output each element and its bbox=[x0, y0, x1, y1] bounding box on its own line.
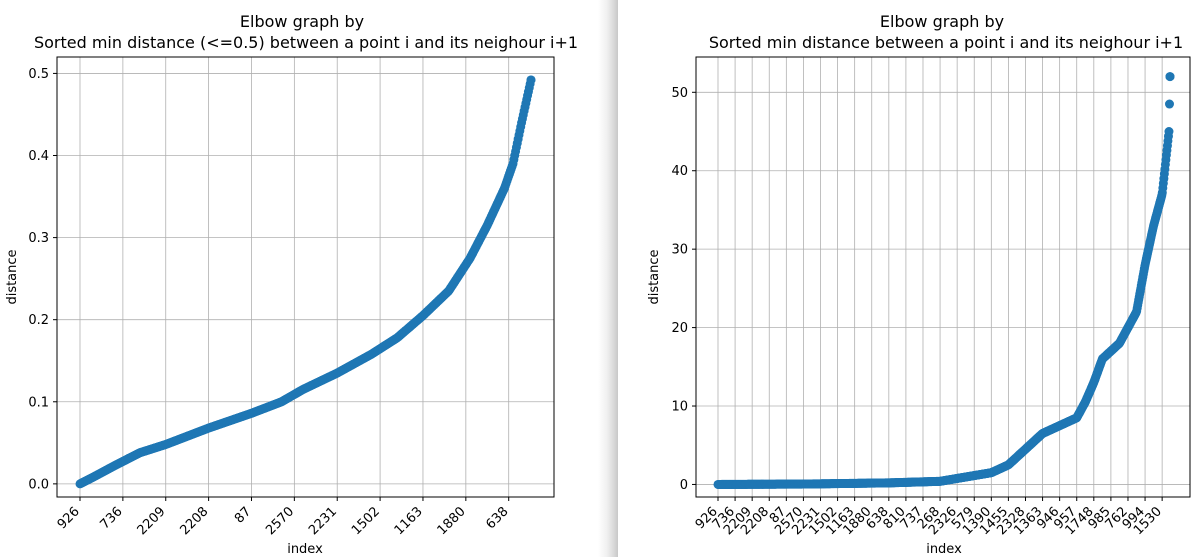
chart-right: 0 10 20 30 40 50 9267362209220887257022311502… bbox=[647, 12, 1191, 557]
x-axis-ticks: 9267362209220887257022311502116318806388… bbox=[693, 497, 1165, 538]
x-tick-label: 926 bbox=[55, 504, 83, 532]
panel-divider bbox=[598, 0, 618, 557]
y-tick-label: 0.0 bbox=[28, 477, 49, 492]
y-tick-label: 30 bbox=[671, 243, 688, 258]
plot-area bbox=[696, 57, 1190, 497]
x-tick-label: 736 bbox=[98, 504, 126, 532]
y-tick-label: 20 bbox=[671, 321, 688, 336]
chart-title-line-2: Sorted min distance between a point i an… bbox=[709, 33, 1183, 52]
y-tick-label: 0.4 bbox=[28, 149, 49, 164]
axes-frame bbox=[56, 56, 555, 498]
y-tick-label: 40 bbox=[671, 164, 688, 179]
x-tick-label: 1163 bbox=[392, 504, 426, 538]
x-tick-label: 1502 bbox=[349, 504, 383, 538]
x-axis-ticks: 926 736 2209 2208 87 2570 2231 1502 1163 1880 638 bbox=[55, 497, 512, 538]
x-tick-label: 638 bbox=[483, 504, 511, 532]
x-tick-label: 1880 bbox=[435, 504, 469, 538]
y-tick-label: 0.5 bbox=[28, 67, 49, 82]
chart-title-line-1: Elbow graph by bbox=[240, 12, 364, 31]
x-tick-label: 2570 bbox=[263, 504, 297, 538]
data-series bbox=[75, 75, 536, 489]
x-tick-label: 2231 bbox=[306, 504, 340, 538]
y-tick-label: 0.2 bbox=[28, 313, 49, 328]
y-tick-label: 10 bbox=[671, 400, 688, 415]
x-tick-label: 2208 bbox=[177, 504, 211, 538]
y-axis-ticks: 0 10 20 30 40 50 bbox=[671, 86, 696, 493]
chart-left: 0.0 0.1 0.2 0.3 0.4 0.5 926 736 2209 2208 87 2570 2… bbox=[5, 12, 578, 557]
y-tick-label: 0 bbox=[680, 478, 688, 493]
x-tick-label: 2209 bbox=[135, 504, 169, 538]
chart-title-line-1: Elbow graph by bbox=[880, 12, 1004, 31]
y-tick-label: 50 bbox=[671, 86, 688, 101]
y-tick-label: 0.3 bbox=[28, 231, 49, 246]
x-tick-label: 87 bbox=[232, 504, 254, 526]
y-axis-label: distance bbox=[5, 249, 20, 304]
y-tick-label: 0.1 bbox=[28, 395, 49, 410]
x-axis-label: index bbox=[926, 542, 962, 557]
plot-area bbox=[57, 57, 554, 497]
data-series bbox=[713, 72, 1175, 489]
chart-title-line-2: Sorted min distance (<=0.5) between a po… bbox=[34, 33, 578, 52]
data-point bbox=[1165, 72, 1175, 82]
y-axis-ticks: 0.0 0.1 0.2 0.3 0.4 0.5 bbox=[28, 67, 57, 492]
axes-frame bbox=[695, 56, 1191, 498]
y-axis-label: distance bbox=[647, 249, 662, 304]
x-axis-label: index bbox=[287, 542, 323, 557]
data-point bbox=[1164, 99, 1174, 109]
data-point bbox=[1164, 127, 1174, 137]
data-point bbox=[526, 75, 536, 85]
